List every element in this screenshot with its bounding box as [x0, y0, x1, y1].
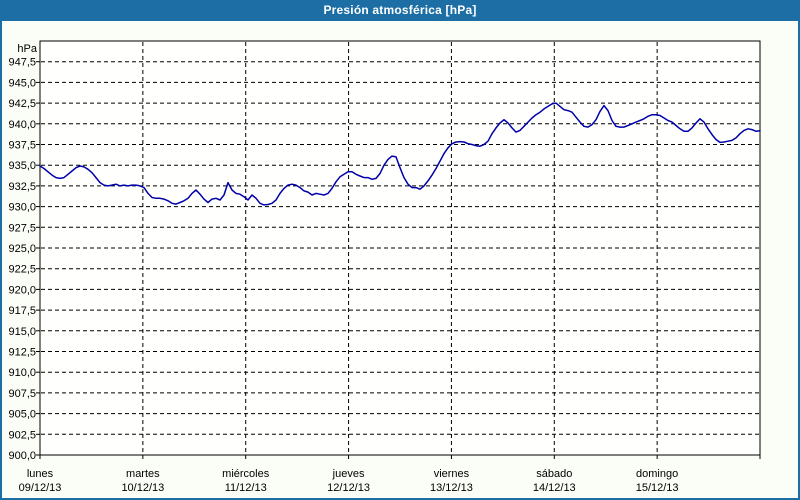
y-axis-tick-label: 910,0 [8, 367, 36, 379]
x-axis-date-label: 15/12/13 [636, 482, 679, 494]
y-axis-tick-label: 902,5 [8, 429, 36, 441]
x-axis-date-label: 11/12/13 [225, 482, 267, 494]
x-axis-date-label: 12/12/13 [327, 482, 370, 494]
y-axis-tick-label: 930,0 [8, 202, 36, 214]
x-axis-date-label: 09/12/13 [19, 482, 62, 494]
x-axis-date-label: 14/12/13 [533, 482, 576, 494]
y-axis-tick-label: 922,5 [8, 264, 36, 276]
x-axis-day-label: jueves [332, 468, 365, 480]
window-title: Presión atmosférica [hPa] [323, 3, 477, 17]
y-axis-tick-label: 935,0 [8, 160, 36, 172]
x-axis-day-label: lunes [27, 468, 54, 480]
y-axis-tick-label: 920,0 [8, 284, 36, 296]
y-axis-tick-label: 937,5 [8, 140, 36, 152]
y-axis-tick-label: 915,0 [8, 326, 36, 338]
x-axis-date-label: 13/12/13 [430, 482, 473, 494]
window-title-bar: Presión atmosférica [hPa] [0, 0, 800, 21]
x-axis-day-label: domingo [636, 468, 678, 480]
x-axis-day-label: miércoles [222, 468, 270, 480]
y-axis-tick-label: 932,5 [8, 181, 36, 193]
y-axis-tick-label: 907,5 [8, 388, 36, 400]
x-axis-date-label: 10/12/13 [121, 482, 164, 494]
y-axis-tick-label: 917,5 [8, 305, 36, 317]
x-axis-day-label: viernes [434, 468, 470, 480]
y-axis-tick-label: 900,0 [8, 450, 36, 462]
y-axis-tick-label: 947,5 [8, 57, 36, 69]
y-axis-tick-label: 927,5 [8, 222, 36, 234]
x-axis-day-label: martes [126, 468, 160, 480]
x-axis-day-label: sábado [536, 468, 572, 480]
y-axis-tick-label: 940,0 [8, 119, 36, 131]
pressure-series-line [39, 102, 761, 206]
y-axis-tick-label: 945,0 [8, 77, 36, 89]
y-axis-tick-label: 905,0 [8, 409, 36, 421]
window-border [0, 0, 2, 500]
window-border [0, 498, 800, 500]
y-axis-tick-label: 912,5 [8, 347, 36, 359]
y-axis-unit-label: hPa [17, 43, 37, 55]
window-border [798, 0, 800, 500]
y-axis-tick-label: 925,0 [8, 243, 36, 255]
y-axis-tick-label: 942,5 [8, 98, 36, 110]
